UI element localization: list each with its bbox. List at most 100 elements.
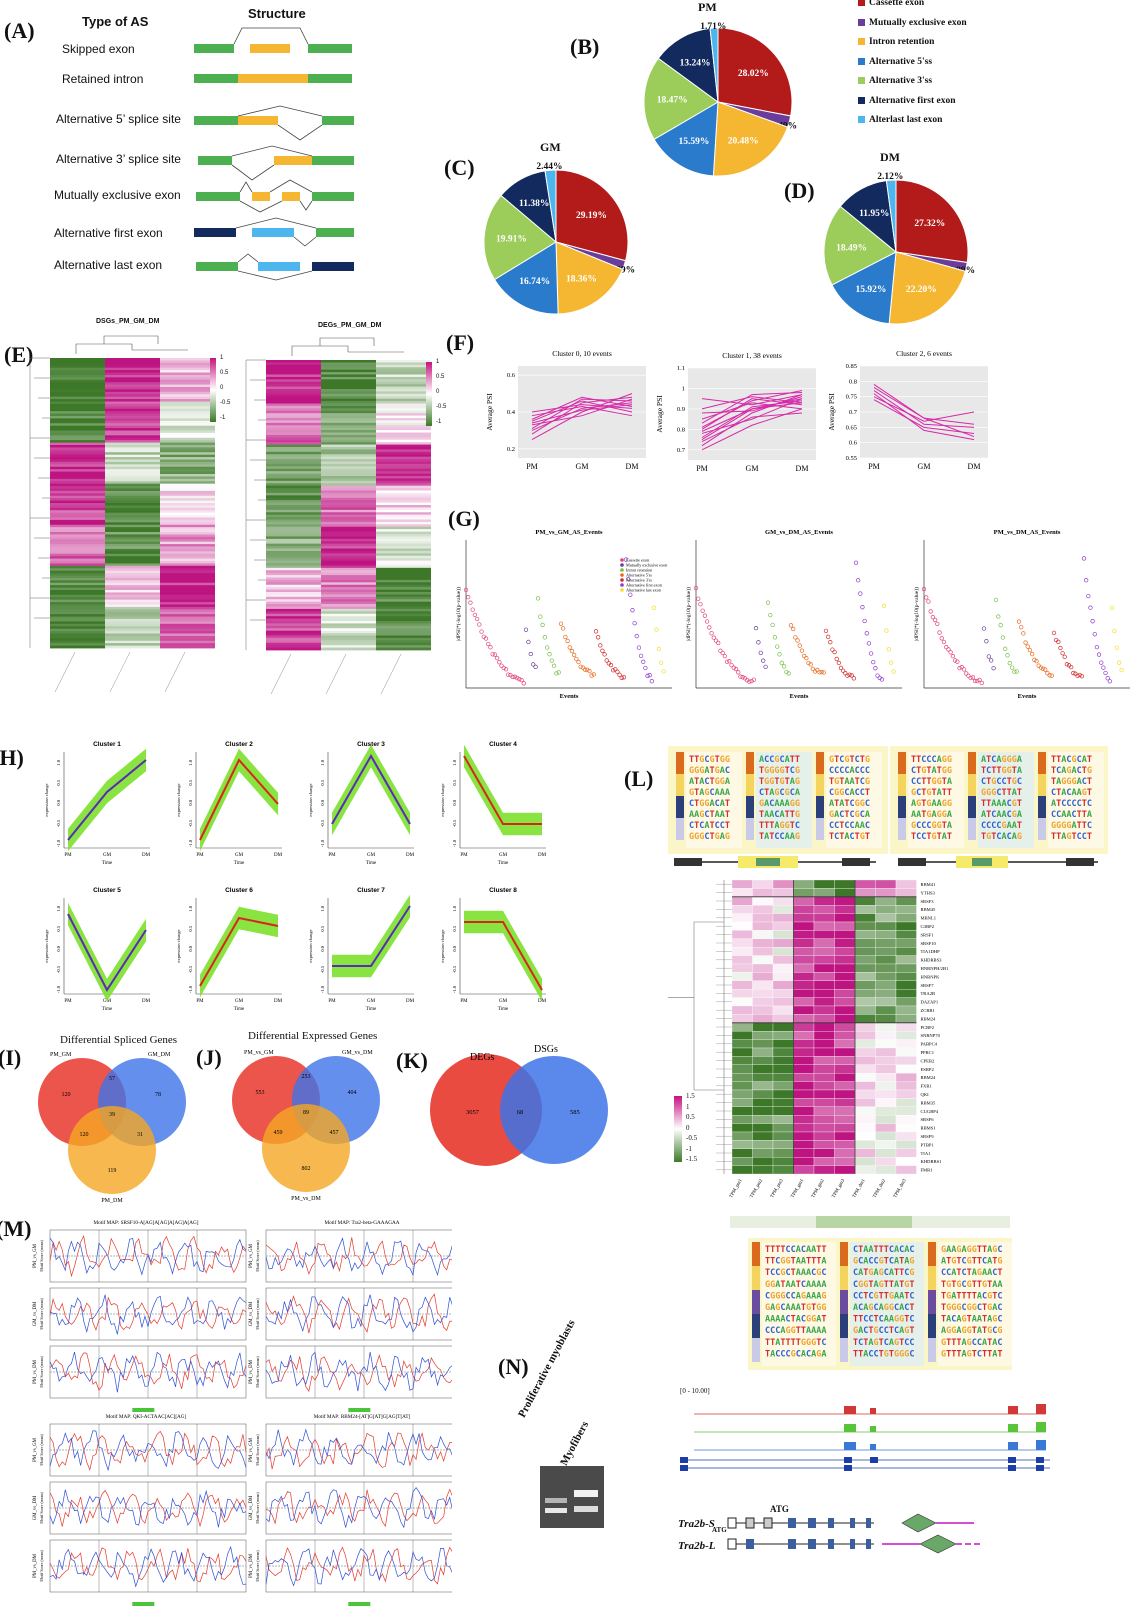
heatmap-cell bbox=[105, 510, 160, 514]
heatmap-cell bbox=[105, 374, 160, 378]
heatmap-cell bbox=[266, 396, 321, 400]
dendrogram-top bbox=[291, 337, 404, 356]
heatmap-cell bbox=[813, 1115, 835, 1124]
heatmap-cell bbox=[731, 972, 753, 981]
nucleotide: T bbox=[780, 1338, 785, 1348]
x-tick-label: DM bbox=[406, 853, 415, 858]
heatmap-cell bbox=[50, 594, 105, 598]
motif-sequence: TATCCAAG bbox=[759, 832, 800, 842]
heatmap-cell bbox=[266, 628, 321, 632]
heatmap-colorbar bbox=[674, 1096, 682, 1162]
heatmap-cell bbox=[813, 1148, 835, 1158]
legend-swatch bbox=[858, 116, 865, 124]
nucleotide: A bbox=[894, 1280, 899, 1290]
heatmap-cell bbox=[321, 483, 376, 487]
heatmap-cell bbox=[105, 602, 160, 605]
nucleotide: G bbox=[981, 788, 986, 798]
event-point bbox=[770, 622, 775, 628]
nucleotide: C bbox=[977, 1303, 982, 1313]
heatmap-cell bbox=[376, 410, 431, 414]
line-chart-title: Cluster 1, 38 events bbox=[722, 351, 782, 360]
event-point bbox=[533, 664, 538, 669]
nucleotide: G bbox=[795, 766, 800, 776]
event-point bbox=[565, 638, 570, 644]
nucleotide: T bbox=[972, 1349, 977, 1359]
heatmap-cell bbox=[50, 507, 105, 511]
nucleotide: C bbox=[996, 832, 1001, 842]
psi-series-line bbox=[873, 399, 975, 434]
heatmap-cell bbox=[160, 558, 215, 562]
heatmap-cell bbox=[266, 589, 321, 593]
nucleotide: T bbox=[1012, 766, 1017, 776]
x-tick-label: PM bbox=[64, 853, 72, 858]
heatmap-cell bbox=[50, 394, 105, 398]
heatmap-cell bbox=[875, 896, 897, 906]
heatmap-cell bbox=[376, 362, 431, 366]
nucleotide: G bbox=[1087, 766, 1092, 776]
motif-sequence: GTCGTCTG bbox=[829, 755, 870, 765]
legend-swatch bbox=[620, 568, 624, 572]
y-tick-label: 1.0 bbox=[56, 759, 61, 765]
heatmap-cell bbox=[813, 1022, 835, 1032]
coverage-peak bbox=[1036, 1440, 1046, 1450]
heatmap-cell bbox=[321, 430, 376, 433]
event-point bbox=[466, 595, 471, 600]
event-point bbox=[1007, 661, 1012, 666]
event-point bbox=[879, 677, 884, 682]
nucleotide: C bbox=[853, 1245, 858, 1255]
nucleotide: T bbox=[937, 766, 942, 776]
event-point bbox=[1103, 670, 1108, 676]
nucleotide: A bbox=[790, 777, 795, 787]
motif-map-ylabel: Motif Score (mean) bbox=[255, 1356, 260, 1388]
nucleotide: G bbox=[834, 788, 839, 798]
nucleotide: A bbox=[947, 777, 952, 787]
legend-swatch bbox=[858, 57, 865, 65]
nucleotide: A bbox=[765, 1315, 770, 1325]
heatmap-cell bbox=[731, 938, 753, 948]
nucleotide: G bbox=[829, 810, 834, 820]
nucleotide: C bbox=[844, 788, 849, 798]
heatmap-cell bbox=[105, 577, 160, 581]
motif-score-line bbox=[265, 1486, 452, 1529]
heatmap-cell bbox=[105, 563, 160, 567]
heatmap-cell bbox=[376, 567, 431, 571]
heatmap-gene-label: RBMS1 bbox=[921, 1126, 937, 1131]
nucleotide: C bbox=[997, 1315, 1002, 1325]
motif-importance-bar bbox=[752, 1242, 760, 1266]
nucleotide: A bbox=[1017, 766, 1022, 776]
heatmap-cell bbox=[793, 938, 815, 948]
pie-slice bbox=[888, 251, 966, 325]
pie-slice bbox=[653, 101, 719, 177]
motif-sequence: CTGGACAT bbox=[689, 799, 730, 809]
heatmap-cell bbox=[731, 1089, 753, 1099]
heatmap-cell bbox=[50, 486, 105, 489]
nucleotide: G bbox=[1012, 810, 1017, 820]
heatmap-cell bbox=[321, 572, 376, 576]
heatmap-cell bbox=[376, 630, 431, 634]
nucleotide: T bbox=[790, 810, 795, 820]
nucleotide: C bbox=[996, 788, 1001, 798]
psi-series-line bbox=[701, 402, 803, 432]
nucleotide: A bbox=[1061, 766, 1066, 776]
pie-slice-label: 16.74% bbox=[519, 277, 550, 287]
nucleotide: C bbox=[977, 1338, 982, 1348]
as-type-label: Alternative 5’ splice site bbox=[56, 112, 181, 126]
motif-map-ylabel: Motif Score (mean) bbox=[39, 1550, 44, 1582]
nucleotide: C bbox=[1066, 755, 1071, 765]
heatmap-colorbar bbox=[426, 362, 432, 426]
heatmap-cell bbox=[321, 376, 376, 380]
heatmap-cell bbox=[266, 596, 321, 600]
event-point bbox=[463, 587, 469, 593]
heatmap-cell bbox=[266, 427, 321, 431]
heatmap-gene-label: MBNL1 bbox=[921, 916, 937, 921]
x-tick-label: GM bbox=[367, 999, 376, 1004]
heatmap-cell bbox=[321, 422, 376, 426]
heatmap-cell bbox=[376, 642, 431, 646]
heatmap-cell bbox=[105, 399, 160, 402]
motif-importance-bar bbox=[752, 1314, 760, 1338]
nucleotide: A bbox=[715, 810, 720, 820]
nucleotide: T bbox=[725, 799, 730, 809]
nucleotide: T bbox=[765, 1257, 770, 1267]
nucleotide: T bbox=[816, 1245, 821, 1255]
heatmap-cell bbox=[105, 493, 160, 497]
